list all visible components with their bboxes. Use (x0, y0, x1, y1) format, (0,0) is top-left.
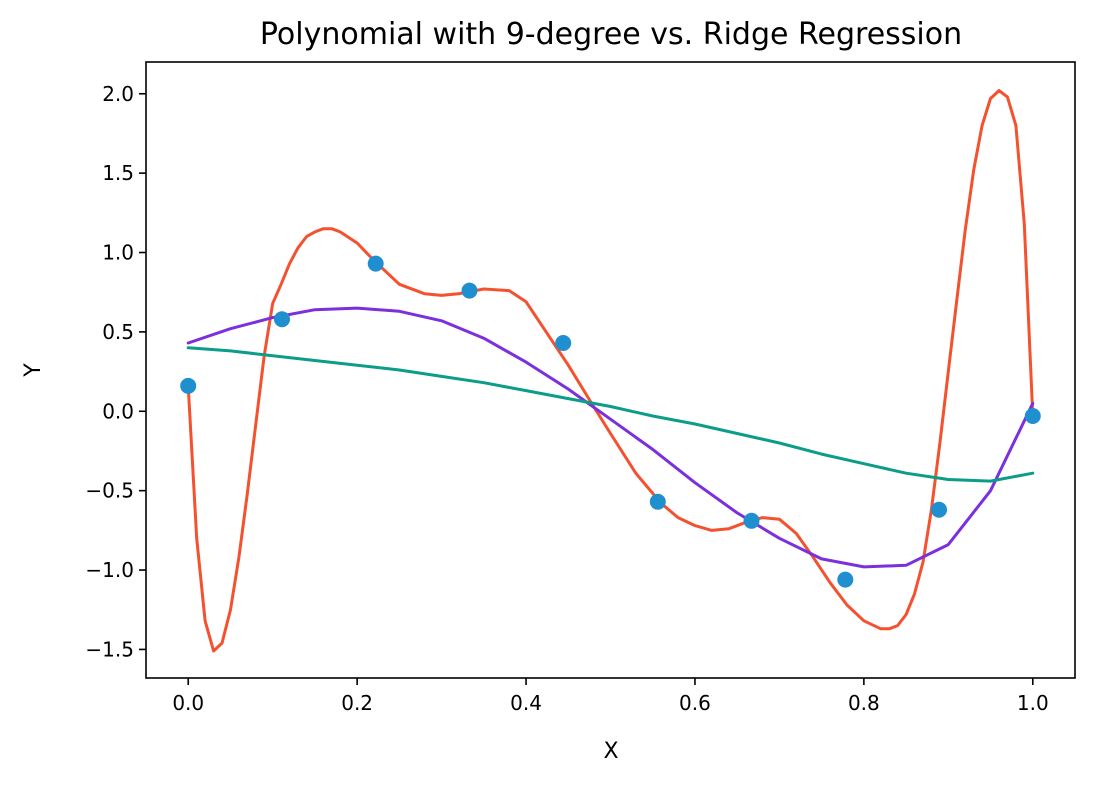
data-point (555, 335, 572, 351)
y-tick-label: 1.5 (102, 161, 134, 185)
series-line-3 (186, 346, 1035, 483)
data-point (743, 512, 760, 529)
data-point (837, 571, 854, 588)
data-point (931, 501, 947, 518)
y-tick-label: 1.0 (102, 241, 134, 265)
x-tick-label: 0.0 (172, 691, 204, 715)
y-tick-label: −1.5 (85, 637, 134, 661)
y-axis-label: Y (21, 363, 46, 378)
x-tick-label: 1.0 (1017, 691, 1049, 715)
x-tick-label: 0.2 (341, 691, 373, 715)
data-point (649, 493, 666, 510)
series-layer (186, 89, 1035, 653)
y-tick-label: −1.0 (85, 558, 134, 582)
chart-title: Polynomial with 9-degree vs. Ridge Regre… (260, 17, 962, 52)
data-point (1024, 408, 1041, 424)
y-tick-label: 2.0 (102, 82, 134, 106)
x-tick-label: 0.4 (510, 691, 542, 715)
y-tick-label: 0.5 (102, 320, 134, 344)
data-point (274, 311, 290, 328)
data-point (461, 282, 478, 299)
series-line-1 (186, 89, 1035, 653)
plot-frame (145, 61, 1076, 679)
x-tick-label: 0.8 (848, 691, 880, 715)
points-layer (180, 255, 1041, 588)
y-axis-ticks: −1.5 −1.0 −0.5 0.0 0.5 1.0 1.5 2.0 (85, 82, 146, 661)
data-point (180, 377, 197, 394)
data-point (367, 255, 384, 272)
y-tick-label: 0.0 (102, 399, 134, 423)
x-tick-label: 0.6 (679, 691, 711, 715)
x-axis-ticks: 0.0 0.2 0.4 0.6 0.8 1.0 (172, 678, 1049, 715)
y-tick-label: −0.5 (85, 479, 134, 503)
x-axis-label: X (603, 739, 618, 764)
series-line-2 (186, 306, 1035, 569)
